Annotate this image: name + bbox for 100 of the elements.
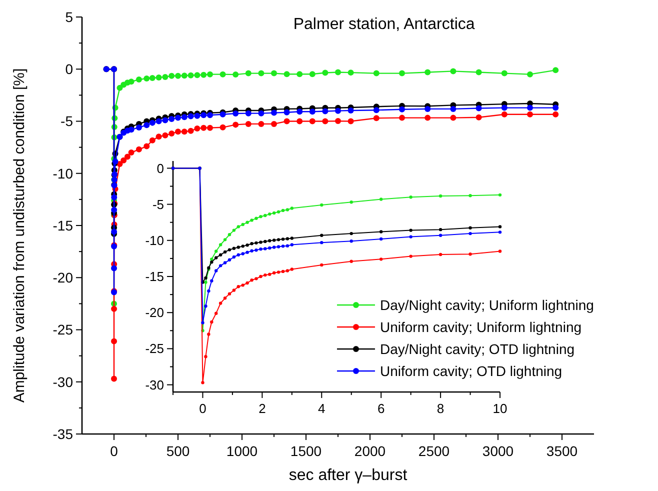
point xyxy=(223,250,227,254)
point xyxy=(241,222,244,226)
point xyxy=(450,114,456,121)
point xyxy=(309,118,316,124)
point xyxy=(264,247,267,250)
point xyxy=(111,265,118,272)
point xyxy=(438,252,442,256)
point xyxy=(236,225,240,228)
point xyxy=(162,74,168,80)
x-tick-label: 2 xyxy=(258,401,266,416)
point xyxy=(236,285,240,288)
point xyxy=(348,118,354,124)
point xyxy=(210,320,214,324)
x-tick-label: 3500 xyxy=(546,443,578,459)
point xyxy=(250,218,254,222)
point xyxy=(144,122,150,128)
point xyxy=(290,268,294,271)
point xyxy=(220,71,226,78)
point xyxy=(254,241,258,245)
point xyxy=(259,247,262,251)
x-tick-label: 0 xyxy=(199,401,206,416)
point xyxy=(286,269,290,272)
point xyxy=(228,233,232,236)
point xyxy=(245,110,252,116)
point xyxy=(175,128,181,135)
point xyxy=(271,110,277,116)
x-tick-label: 1000 xyxy=(226,443,258,459)
point xyxy=(290,236,294,240)
y-tick-label: -5 xyxy=(60,113,74,130)
point xyxy=(204,280,208,284)
point xyxy=(286,237,290,240)
x-tick-label: 3000 xyxy=(482,443,514,459)
point xyxy=(204,276,208,280)
point xyxy=(527,104,533,111)
point xyxy=(281,208,285,212)
y-tick-label: -5 xyxy=(152,196,164,212)
point xyxy=(272,211,276,215)
point xyxy=(322,70,328,76)
point xyxy=(476,105,482,112)
point xyxy=(204,355,208,358)
point xyxy=(309,71,316,78)
point xyxy=(136,76,142,83)
point xyxy=(259,274,262,278)
point xyxy=(348,108,354,114)
point xyxy=(438,228,442,232)
point xyxy=(379,198,383,201)
point xyxy=(162,117,168,124)
point xyxy=(259,214,262,218)
y-tick-label: 0 xyxy=(156,160,164,176)
y-tick-label: -20 xyxy=(145,305,164,320)
point xyxy=(409,195,412,199)
point xyxy=(175,72,181,79)
y-tick-label: -10 xyxy=(145,232,164,248)
point xyxy=(200,124,207,131)
point xyxy=(281,238,285,241)
point xyxy=(228,258,232,262)
x-tick-label: 0 xyxy=(110,443,118,459)
point xyxy=(232,110,239,117)
point xyxy=(320,234,324,237)
point xyxy=(111,306,118,312)
point xyxy=(232,288,236,292)
point xyxy=(322,118,328,124)
point xyxy=(232,72,239,78)
x-tick-label: 1500 xyxy=(290,443,322,459)
point xyxy=(373,70,380,76)
point xyxy=(223,296,227,300)
point xyxy=(276,270,280,274)
point xyxy=(309,108,316,115)
point xyxy=(335,69,341,76)
point xyxy=(399,114,405,121)
point xyxy=(124,154,130,160)
point xyxy=(527,111,533,118)
x-tick-label: 6 xyxy=(377,401,385,416)
point xyxy=(424,106,431,112)
point xyxy=(527,71,533,78)
point xyxy=(218,253,222,256)
point xyxy=(218,264,222,268)
point xyxy=(468,194,472,198)
point xyxy=(379,237,383,241)
point xyxy=(264,214,267,218)
y-tick-label: -15 xyxy=(145,269,164,284)
point xyxy=(296,108,303,115)
point xyxy=(232,246,236,250)
point xyxy=(272,238,276,242)
point xyxy=(144,76,150,82)
point xyxy=(214,250,218,253)
point xyxy=(220,124,226,130)
point xyxy=(348,70,354,76)
point xyxy=(250,242,254,246)
y-tick-label: -30 xyxy=(145,377,164,392)
point xyxy=(188,113,194,120)
y-axis-title: Amplitude variation from undisturbed condition [%] xyxy=(11,68,28,403)
point xyxy=(350,200,353,204)
point xyxy=(409,228,412,232)
point xyxy=(379,230,383,234)
point xyxy=(296,118,303,124)
point xyxy=(232,122,239,128)
point xyxy=(232,255,236,259)
point xyxy=(245,70,252,76)
point xyxy=(210,258,214,261)
